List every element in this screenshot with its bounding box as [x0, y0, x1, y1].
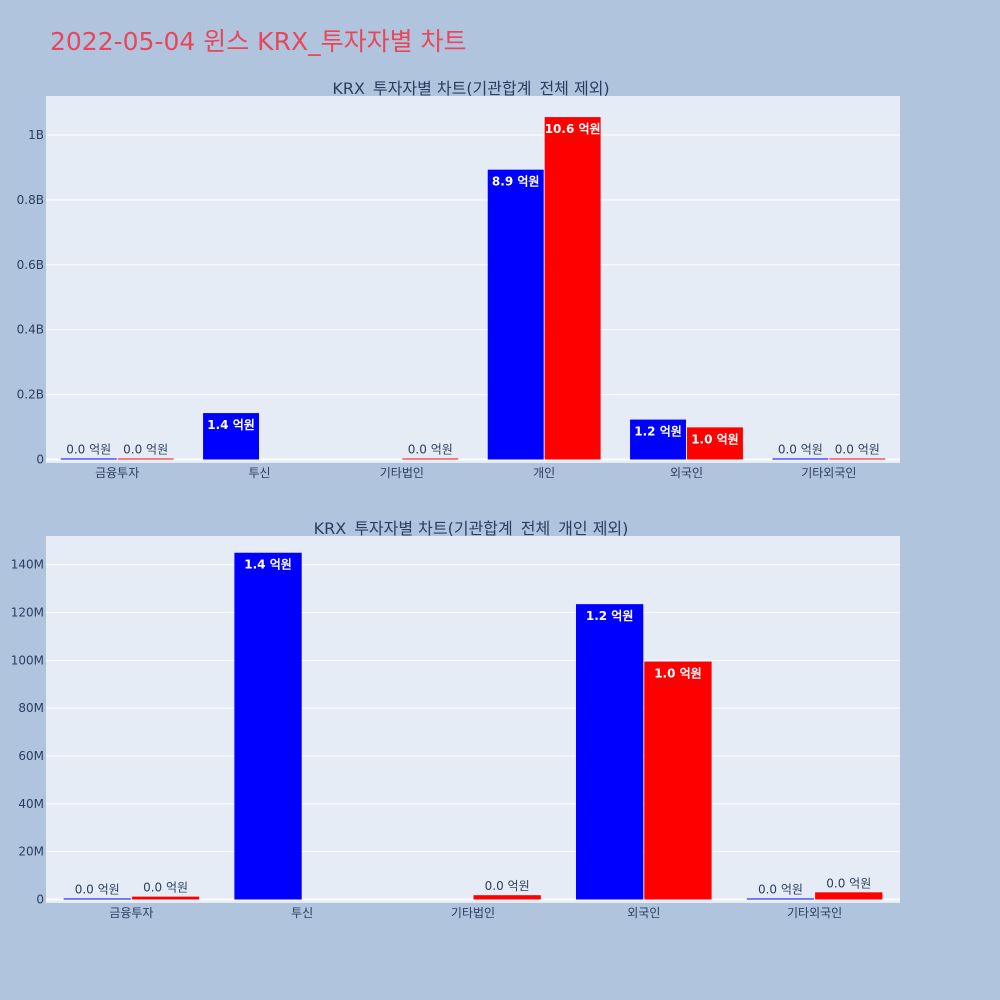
bar	[829, 458, 886, 460]
bar	[60, 458, 117, 460]
chart-1: KRX_투자자별 차트(기관합계_전체 제외) 0 0.2B 0.4B 0.6B 0.8B…	[17, 79, 900, 480]
y-tick-label: 60M	[18, 749, 44, 763]
data-label: 0.0 억원	[143, 881, 188, 895]
x-tick-label: 외국인	[670, 466, 703, 480]
bar	[630, 419, 686, 460]
plot-area	[46, 96, 900, 463]
data-label: 0.0 억원	[758, 883, 803, 897]
y-tick-label: 40M	[18, 797, 44, 811]
y-tick-label: 1B	[28, 128, 44, 142]
data-label: 0.0 억원	[485, 879, 530, 893]
bar	[63, 898, 131, 900]
x-tick-label: 투신	[248, 466, 270, 480]
y-tick-label: 20M	[18, 845, 44, 859]
x-tick-label: 기타법인	[451, 906, 495, 920]
data-label: 1.2 억원	[634, 425, 682, 439]
x-tick-label: 투신	[291, 906, 313, 920]
chart-2: KRX_투자자별 차트(기관합계_전체_개인 제외) 0 20M 40M 60M 80M 1…	[11, 519, 900, 920]
bar	[487, 169, 544, 460]
y-tick-label: 80M	[18, 701, 44, 715]
y-tick-label: 0	[36, 893, 44, 907]
y-tick-label: 100M	[11, 653, 44, 667]
data-label: 1.0 억원	[691, 432, 739, 446]
bar	[644, 661, 712, 900]
y-tick-label: 0.8B	[17, 193, 44, 207]
bar	[234, 552, 302, 900]
x-tick-label: 개인	[533, 466, 555, 480]
data-label: 0.0 억원	[75, 883, 120, 897]
y-tick-label: 120M	[11, 606, 44, 620]
bar	[687, 427, 743, 460]
bar	[772, 458, 829, 460]
data-label: 0.0 억원	[826, 876, 871, 890]
y-tick-label: 0	[36, 453, 44, 467]
data-label: 1.4 억원	[244, 558, 292, 572]
data-label: 0.0 억원	[408, 443, 453, 457]
data-label: 0.0 억원	[66, 443, 111, 457]
x-tick-label: 기타외국인	[801, 466, 856, 480]
bar	[117, 458, 174, 460]
bar	[203, 413, 259, 460]
data-label: 10.6 억원	[545, 122, 601, 136]
x-tick-label: 금융투자	[109, 906, 153, 920]
chart-title: KRX_투자자별 차트(기관합계_전체_개인 제외)	[314, 519, 629, 539]
bar	[131, 896, 200, 900]
x-tick-label: 금융투자	[95, 466, 139, 480]
chart-title: KRX_투자자별 차트(기관합계_전체 제외)	[332, 79, 609, 99]
data-label: 0.0 억원	[778, 443, 823, 457]
bar	[402, 458, 459, 460]
bar	[473, 895, 541, 900]
page-title: 2022-05-04 윈스 KRX_투자자별 차트	[50, 27, 467, 56]
plot-area	[46, 536, 900, 903]
x-tick-label: 기타외국인	[787, 906, 842, 920]
bar	[544, 117, 601, 460]
y-tick-label: 140M	[11, 558, 44, 572]
data-label: 0.0 억원	[835, 443, 880, 457]
data-label: 1.4 억원	[207, 418, 255, 432]
data-label: 0.0 억원	[123, 443, 168, 457]
bar	[746, 898, 815, 900]
data-label: 8.9 억원	[492, 175, 540, 189]
data-label: 1.2 억원	[586, 609, 634, 623]
data-label: 1.0 억원	[654, 667, 702, 681]
bar	[815, 892, 883, 900]
x-tick-label: 기타법인	[380, 466, 424, 480]
y-tick-label: 0.4B	[17, 323, 44, 337]
bar	[575, 604, 644, 900]
x-tick-label: 외국인	[627, 906, 660, 920]
y-tick-label: 0.2B	[17, 388, 44, 402]
y-tick-label: 0.6B	[17, 258, 44, 272]
